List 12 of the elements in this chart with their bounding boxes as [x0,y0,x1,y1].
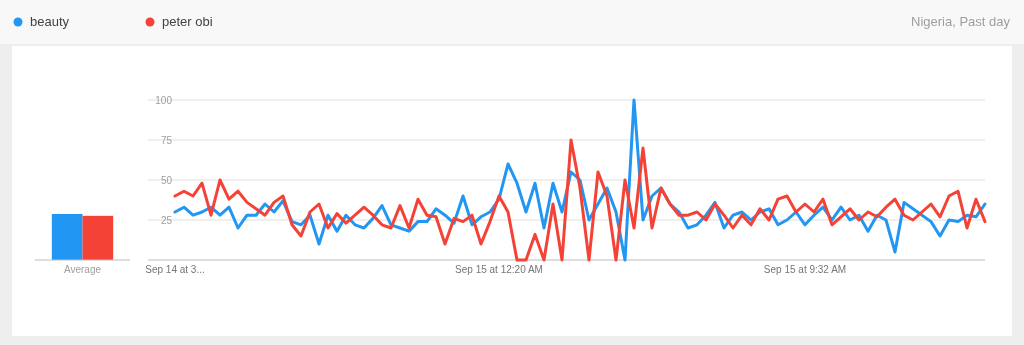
y-tick-label: 25 [160,215,173,226]
y-tick-label: 50 [160,175,173,186]
x-tick-label: Sep 14 at 3... [145,264,205,275]
legend-label: peter obi [162,14,213,29]
text: Nigeria, Past day [911,14,1011,29]
y-tick-label: 100 [155,95,173,106]
x-tick-label: Sep 15 at 12:20 AM [455,264,543,275]
x-tick-label: Sep 15 at 9:32 AM [763,264,847,275]
y-tick-label: 75 [160,135,173,146]
line-series [173,138,987,262]
x-tick-label: Average [63,264,102,275]
legend-label: beauty [30,14,70,29]
